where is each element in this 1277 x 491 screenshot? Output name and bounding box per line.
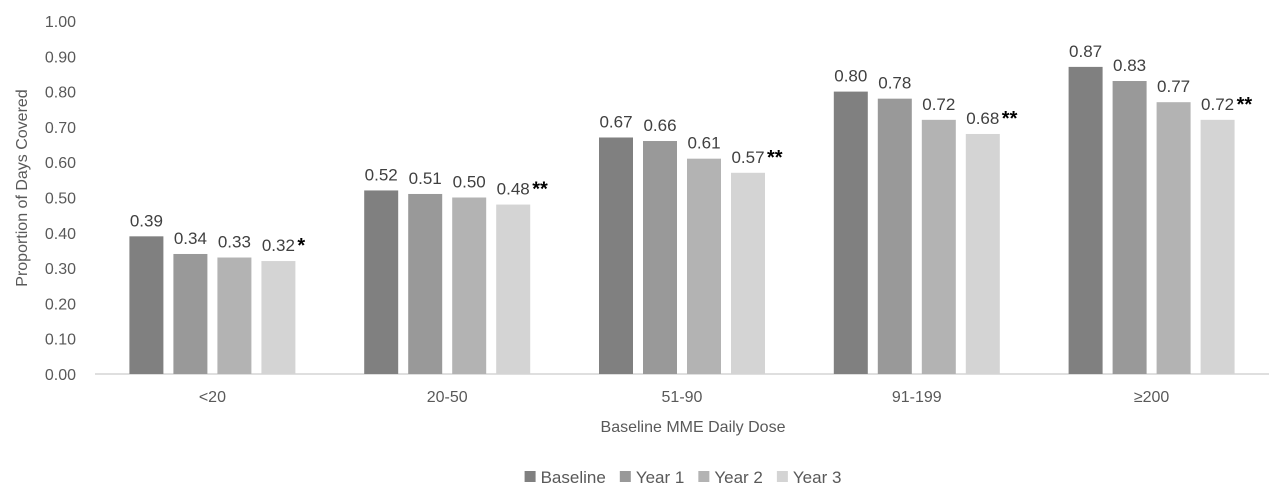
x-axis-title: Baseline MME Daily Dose [601,419,786,436]
y-tick-label: 0.00 [45,367,76,384]
bar-baseline [129,236,164,374]
data-labels: 0.390.34 0.33 0.32 *0.52 0.51 0.50 0.48 **0.67 0… [130,42,1253,257]
data-label: 0.51 [409,169,442,188]
bar-year-1 [173,253,208,374]
y-tick-label: 1.00 [45,14,76,31]
bar-year-1 [877,98,912,374]
x-tick-label: <20 [199,389,226,406]
data-label: 0.72 [1201,95,1234,114]
y-tick-label: 0.20 [45,296,76,313]
bar-year-3 [965,133,1000,374]
bar-year-2 [452,197,487,374]
data-label: 0.33 [218,233,251,252]
data-label: 0.68 [966,109,999,128]
y-axis-title-group: Proportion of Days Covered [14,89,31,286]
data-label: 0.78 [878,74,911,93]
y-tick-label: 0.40 [45,226,76,243]
data-label: 0.50 [453,173,486,192]
bar-year-1 [408,193,443,374]
data-label: 0.32 [262,236,295,255]
significance-marker: ** [532,179,548,201]
y-tick-label: 0.60 [45,155,76,172]
data-label: 0.77 [1157,77,1190,96]
data-label: 0.66 [643,116,676,135]
x-axis-ticks: <20 20-50 51-90 91-199 ≥200 [199,389,1170,406]
y-tick-label: 0.70 [45,120,76,137]
bar-year-2 [217,257,252,374]
y-tick-label: 0.30 [45,261,76,278]
legend-label: Baseline [541,468,606,487]
legend-swatch [524,471,536,482]
significance-marker: ** [767,147,783,169]
legend: Baseline Year 1 Year 2 Year 3 [524,468,842,487]
data-label: 0.39 [130,211,163,230]
bar-baseline [1068,66,1103,374]
data-label: 0.87 [1069,42,1102,61]
legend-label: Year 3 [793,468,842,487]
bar-year-3 [496,204,531,374]
data-label: 0.80 [834,67,867,86]
x-tick-label: ≥200 [1134,389,1170,406]
bar-year-3 [261,261,296,374]
significance-marker: ** [1237,94,1253,116]
bar-year-3 [1200,119,1235,374]
bar-year-3 [731,172,765,374]
y-tick-label: 0.10 [45,332,76,349]
bar-baseline [599,137,633,374]
data-label: 0.67 [599,112,632,131]
x-tick-label: 51-90 [662,389,703,406]
y-tick-label: 0.80 [45,85,76,102]
legend-swatch [698,471,710,482]
bar-baseline [364,190,399,374]
bar-baseline [833,91,868,374]
y-tick-label: 0.90 [45,49,76,66]
x-tick-label: 91-199 [892,389,942,406]
x-tick-label: 20-50 [427,389,468,406]
data-label: 0.83 [1113,56,1146,75]
data-label: 0.57 [731,148,764,167]
y-axis-ticks: 0.00 0.10 0.20 0.30 0.40 0.50 0.60 0.70 0.80 0.90… [45,14,76,384]
data-label: 0.34 [174,229,207,248]
legend-label: Year 2 [714,468,763,487]
bar-year-2 [687,158,721,374]
bar-marks [129,66,1235,374]
legend-label: Year 1 [636,468,685,487]
data-label: 0.48 [497,180,530,199]
data-label: 0.52 [365,165,398,184]
bar-year-2 [921,119,956,374]
legend-swatch [619,471,631,482]
bar-year-1 [1112,81,1147,374]
significance-marker: * [297,235,305,257]
y-tick-label: 0.50 [45,191,76,208]
bar-year-2 [1156,102,1191,374]
significance-marker: ** [1002,108,1018,130]
bar-year-1 [643,141,677,374]
legend-swatch [776,471,788,482]
data-label: 0.72 [922,95,955,114]
y-axis-title: Proportion of Days Covered [14,89,31,286]
data-label: 0.61 [687,134,720,153]
